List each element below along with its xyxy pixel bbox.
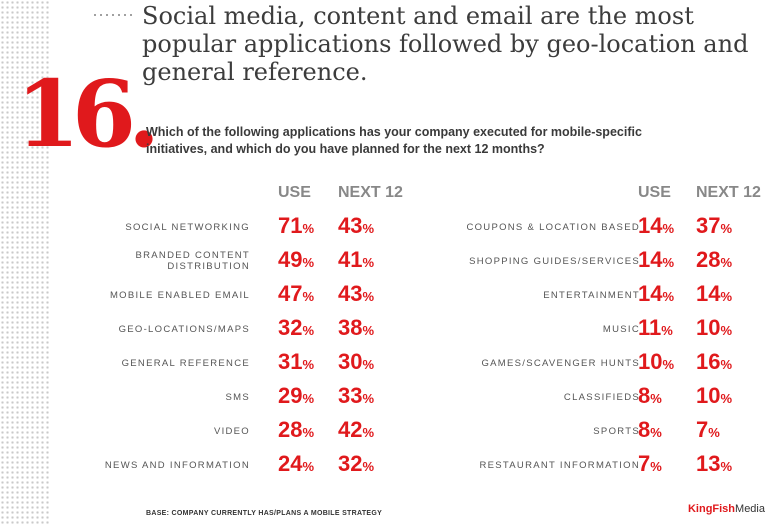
next12-column-header: NEXT 12 bbox=[338, 184, 403, 201]
use-value: 71% bbox=[278, 213, 315, 238]
left-table-header: USE NEXT 12 bbox=[100, 184, 440, 210]
next12-value: 32% bbox=[338, 451, 375, 476]
next12-value: 30% bbox=[338, 349, 375, 374]
next12-value: 43% bbox=[338, 281, 375, 306]
table-row: SMS 29% 33% bbox=[100, 380, 440, 414]
table-row: MOBILE ENABLED EMAIL 47% 43% bbox=[100, 278, 440, 312]
use-value: 49% bbox=[278, 247, 315, 272]
survey-question: Which of the following applications has … bbox=[146, 125, 642, 156]
table-row: VIDEO 28% 42% bbox=[100, 414, 440, 448]
next12-value: 10% bbox=[696, 383, 733, 408]
row-label: GAMES/SCAVENGER HUNTS bbox=[481, 357, 640, 369]
use-value: 8% bbox=[638, 383, 662, 408]
table-row: ENTERTAINMENT 14% 14% bbox=[430, 278, 770, 312]
row-label: BRANDED CONTENT DISTRIBUTION bbox=[135, 250, 250, 272]
headline: Social media, content and email are the … bbox=[142, 2, 749, 86]
row-label: GENERAL REFERENCE bbox=[121, 357, 250, 369]
row-label: MOBILE ENABLED EMAIL bbox=[109, 289, 250, 301]
next12-value: 38% bbox=[338, 315, 375, 340]
next12-value: 10% bbox=[696, 315, 733, 340]
use-value: 24% bbox=[278, 451, 315, 476]
figure-number: 16. bbox=[16, 60, 161, 168]
row-label: COUPONS & LOCATION BASED bbox=[466, 221, 640, 233]
next12-value: 28% bbox=[696, 247, 733, 272]
row-label: CLASSIFIEDS bbox=[563, 391, 640, 403]
use-value: 8% bbox=[638, 417, 662, 442]
use-value: 7% bbox=[638, 451, 662, 476]
table-row: CLASSIFIEDS 8% 10% bbox=[430, 380, 770, 414]
next12-value: 7% bbox=[696, 417, 720, 442]
table-row: RESTAURANT INFORMATION 7% 13% bbox=[430, 448, 770, 482]
table-row: COUPONS & LOCATION BASED 14% 37% bbox=[430, 210, 770, 244]
use-value: 32% bbox=[278, 315, 315, 340]
next12-value: 37% bbox=[696, 213, 733, 238]
use-value: 47% bbox=[278, 281, 315, 306]
table-row: GEO-LOCATIONS/MAPS 32% 38% bbox=[100, 312, 440, 346]
use-column-header: USE bbox=[638, 184, 671, 201]
table-row: BRANDED CONTENT DISTRIBUTION 49% 41% bbox=[100, 244, 440, 278]
use-value: 11% bbox=[638, 315, 673, 340]
use-value: 10% bbox=[638, 349, 675, 374]
next12-value: 13% bbox=[696, 451, 733, 476]
row-label: SOCIAL NETWORKING bbox=[125, 221, 250, 233]
row-label: SMS bbox=[225, 391, 250, 403]
row-label: SPORTS bbox=[593, 425, 640, 437]
table-row: SHOPPING GUIDES/SERVICES 14% 28% bbox=[430, 244, 770, 278]
right-table-header: USE NEXT 12 bbox=[430, 184, 770, 210]
dotted-leader bbox=[92, 8, 136, 22]
table-row: MUSIC 11% 10% bbox=[430, 312, 770, 346]
next12-value: 41% bbox=[338, 247, 375, 272]
next12-value: 16% bbox=[696, 349, 733, 374]
right-table: USE NEXT 12 COUPONS & LOCATION BASED 14% 3… bbox=[430, 184, 770, 482]
dotted-margin-pattern bbox=[0, 0, 50, 524]
table-row: GENERAL REFERENCE 31% 30% bbox=[100, 346, 440, 380]
row-label: ENTERTAINMENT bbox=[543, 289, 640, 301]
next12-value: 42% bbox=[338, 417, 375, 442]
use-value: 14% bbox=[638, 213, 675, 238]
row-label: NEWS AND INFORMATION bbox=[104, 459, 250, 471]
table-row: GAMES/SCAVENGER HUNTS 10% 16% bbox=[430, 346, 770, 380]
use-value: 14% bbox=[638, 281, 675, 306]
row-label: GEO-LOCATIONS/MAPS bbox=[118, 323, 250, 335]
use-column-header: USE bbox=[278, 184, 311, 201]
left-table: USE NEXT 12 SOCIAL NETWORKING 71% 43% BRAND… bbox=[100, 184, 440, 482]
row-label: VIDEO bbox=[213, 425, 250, 437]
next12-value: 33% bbox=[338, 383, 375, 408]
row-label: RESTAURANT INFORMATION bbox=[479, 459, 640, 471]
row-label: SHOPPING GUIDES/SERVICES bbox=[469, 255, 640, 267]
row-label: MUSIC bbox=[602, 323, 640, 335]
table-row: SPORTS 8% 7% bbox=[430, 414, 770, 448]
next12-value: 14% bbox=[696, 281, 733, 306]
use-value: 29% bbox=[278, 383, 315, 408]
table-row: SOCIAL NETWORKING 71% 43% bbox=[100, 210, 440, 244]
table-row: NEWS AND INFORMATION 24% 32% bbox=[100, 448, 440, 482]
base-note: BASE: COMPANY CURRENTLY HAS/PLANS A MOBI… bbox=[146, 510, 383, 517]
use-value: 31% bbox=[278, 349, 315, 374]
next12-column-header: NEXT 12 bbox=[696, 184, 761, 201]
use-value: 28% bbox=[278, 417, 315, 442]
brand-logo: KingFishMedia bbox=[687, 503, 765, 515]
next12-value: 43% bbox=[338, 213, 375, 238]
use-value: 14% bbox=[638, 247, 675, 272]
